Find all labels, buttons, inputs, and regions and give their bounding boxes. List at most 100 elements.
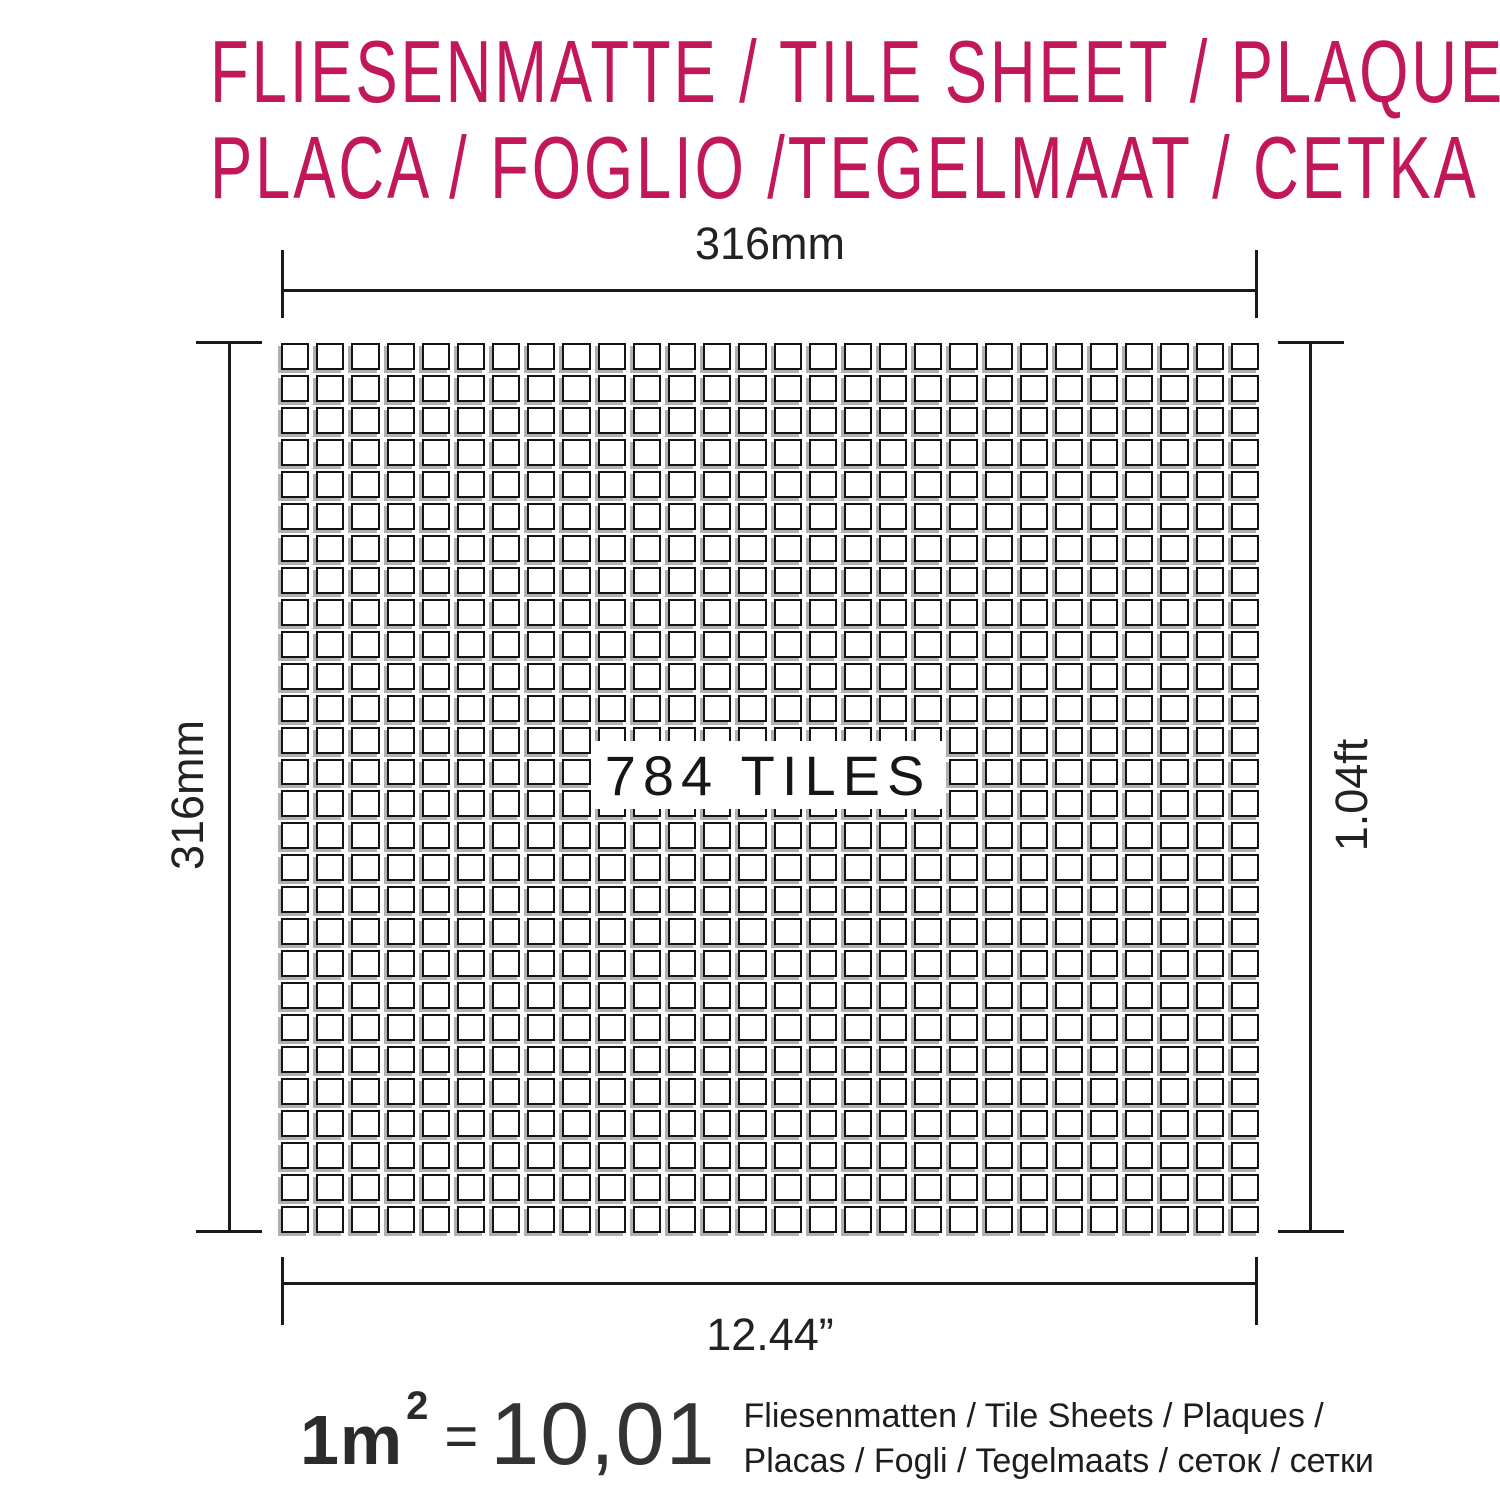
tile — [1195, 406, 1224, 434]
dimension-label-left: 316mm — [162, 719, 213, 871]
tile — [1230, 1046, 1259, 1074]
tile — [492, 726, 521, 754]
tile — [316, 662, 345, 690]
tile — [527, 566, 556, 594]
tile — [456, 438, 486, 466]
tile — [773, 1046, 802, 1074]
tile — [492, 758, 521, 786]
tile — [421, 758, 450, 786]
tile — [456, 1110, 486, 1138]
tile — [1160, 1110, 1189, 1138]
dimension-label-right: 1.04ft — [1326, 738, 1377, 852]
tile — [597, 1014, 626, 1042]
tile — [562, 662, 591, 690]
tile — [421, 1078, 450, 1106]
tile — [703, 1014, 732, 1042]
tile — [1195, 790, 1224, 818]
tile — [879, 694, 908, 722]
tile — [632, 1014, 661, 1042]
tile — [1195, 566, 1224, 594]
tile — [1125, 662, 1154, 690]
tile — [351, 1110, 380, 1138]
tile — [386, 1078, 415, 1106]
tile — [1125, 343, 1154, 370]
tile — [1160, 790, 1189, 818]
tile — [351, 1142, 380, 1170]
tile — [281, 822, 310, 850]
tile — [1160, 950, 1189, 978]
tile — [1195, 598, 1224, 626]
tile — [492, 1078, 521, 1106]
tile — [1195, 1110, 1224, 1138]
tile — [1160, 438, 1189, 466]
tile — [386, 470, 415, 498]
tile — [1230, 790, 1259, 818]
tile — [773, 566, 802, 594]
tile — [1160, 1014, 1189, 1042]
tile — [808, 470, 837, 498]
tile — [492, 982, 521, 1010]
tile — [1090, 534, 1119, 562]
tile — [914, 662, 943, 690]
tile — [562, 502, 591, 530]
tile — [386, 630, 415, 658]
tile — [738, 854, 767, 882]
tile — [1019, 982, 1048, 1010]
tile — [562, 694, 591, 722]
tile — [808, 1078, 837, 1106]
tile — [667, 343, 697, 370]
tile — [738, 343, 767, 370]
tile — [562, 1174, 591, 1202]
tile — [949, 598, 978, 626]
tile — [456, 598, 486, 626]
tile — [597, 694, 626, 722]
tile — [914, 1014, 943, 1042]
tile — [527, 630, 556, 658]
tile — [492, 1206, 521, 1233]
tile — [351, 534, 380, 562]
tile — [421, 1206, 450, 1233]
tile — [949, 1046, 978, 1074]
tile — [1125, 1206, 1154, 1233]
tile — [1195, 918, 1224, 946]
tile — [527, 598, 556, 626]
tile — [1090, 662, 1119, 690]
tile — [597, 886, 626, 914]
tile — [914, 1206, 943, 1233]
tile — [386, 1174, 415, 1202]
tile — [1125, 982, 1154, 1010]
tile — [632, 1142, 661, 1170]
tile — [632, 406, 661, 434]
tile — [808, 662, 837, 690]
tile — [738, 886, 767, 914]
tile — [562, 343, 591, 370]
tile — [632, 374, 661, 402]
tile — [1230, 343, 1259, 370]
tile — [843, 886, 873, 914]
tile — [492, 1174, 521, 1202]
tile — [738, 918, 767, 946]
tile — [562, 982, 591, 1010]
tile — [421, 822, 450, 850]
tile — [1054, 822, 1084, 850]
tile — [984, 630, 1013, 658]
tile — [808, 343, 837, 370]
tile — [984, 790, 1013, 818]
tile — [879, 534, 908, 562]
tile — [843, 950, 873, 978]
formula-value: 10,01 — [490, 1384, 716, 1483]
tile — [1230, 534, 1259, 562]
tile — [914, 470, 943, 498]
tile — [879, 1142, 908, 1170]
tile — [597, 1078, 626, 1106]
tile — [597, 1110, 626, 1138]
tile — [1230, 854, 1259, 882]
tile — [703, 982, 732, 1010]
tile — [738, 438, 767, 466]
tile — [351, 1174, 380, 1202]
tile — [1160, 854, 1189, 882]
tile — [492, 790, 521, 818]
tile — [949, 566, 978, 594]
tile — [1230, 822, 1259, 850]
tile — [773, 406, 802, 434]
